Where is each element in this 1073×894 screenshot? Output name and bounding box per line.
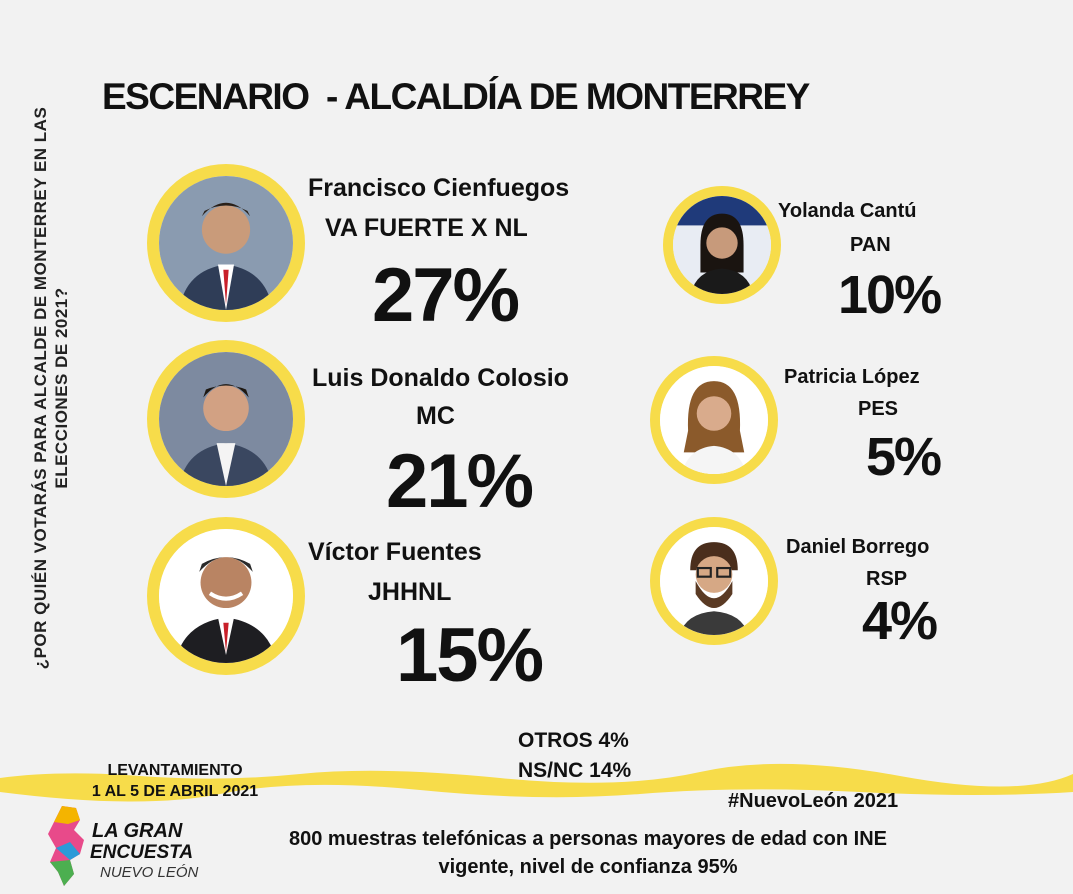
woman-portrait-icon	[673, 196, 771, 294]
candidate-photo	[147, 164, 305, 322]
others-percent: OTROS 4%	[518, 729, 629, 752]
candidate-percent: 15%	[396, 613, 544, 698]
logo-line3: NUEVO LEÓN	[100, 864, 199, 881]
levantamiento-dates: 1 AL 5 DE ABRIL 2021	[91, 783, 259, 800]
candidate-percent: 10%	[838, 265, 942, 325]
yellow-brush-stroke	[0, 763, 1073, 802]
candidate-name: Francisco Cienfuegos	[308, 174, 570, 202]
candidate-photo	[147, 517, 305, 675]
candidate-name: Patricia López	[784, 366, 920, 388]
candidate-party: PES	[858, 398, 899, 420]
levantamiento-label: LEVANTAMIENTO	[107, 762, 243, 779]
candidate-party: RSP	[866, 568, 908, 590]
man-portrait-icon	[159, 352, 293, 486]
candidate-photo	[663, 186, 781, 304]
survey-dates: LEVANTAMIENTO 1 AL 5 DE ABRIL 2021	[70, 760, 280, 802]
side-question: ¿POR QUIÉN VOTARÁS PARA ALCALDE DE MONTE…	[31, 106, 71, 670]
man-portrait-icon	[660, 527, 768, 635]
man-portrait-icon	[159, 176, 293, 310]
hashtag: #NuevoLeón 2021	[728, 790, 899, 812]
logo-line2: ENCUESTA	[90, 842, 194, 863]
nsnc-percent: NS/NC 14%	[518, 759, 632, 782]
page-title: ESCENARIO - ALCALDÍA DE MONTERREY	[102, 76, 810, 117]
candidate-name: Daniel Borrego	[786, 536, 930, 558]
candidate-photo	[650, 517, 778, 645]
candidate-name: Yolanda Cantú	[778, 200, 917, 222]
candidate-name: Víctor Fuentes	[308, 538, 482, 566]
man-portrait-icon	[159, 529, 293, 663]
candidate-party: PAN	[850, 234, 891, 256]
candidate-name: Luis Donaldo Colosio	[312, 364, 569, 392]
candidate-percent: 21%	[386, 439, 534, 524]
logo-line1: LA GRAN	[92, 820, 183, 842]
nuevo-leon-map-icon	[48, 806, 84, 886]
candidate-party: JHHNL	[368, 578, 452, 606]
candidate-percent: 4%	[862, 591, 938, 651]
candidate-party: VA FUERTE X NL	[325, 214, 528, 242]
candidate-percent: 27%	[372, 253, 520, 338]
others-summary: OTROS 4% NS/NC 14%	[518, 726, 631, 786]
candidate-photo	[650, 356, 778, 484]
candidate-party: MC	[416, 402, 455, 430]
candidate-percent: 5%	[866, 427, 942, 487]
methodology-note: 800 muestras telefónicas a personas mayo…	[288, 828, 888, 878]
candidate-photo	[147, 340, 305, 498]
woman-portrait-icon	[660, 366, 768, 474]
